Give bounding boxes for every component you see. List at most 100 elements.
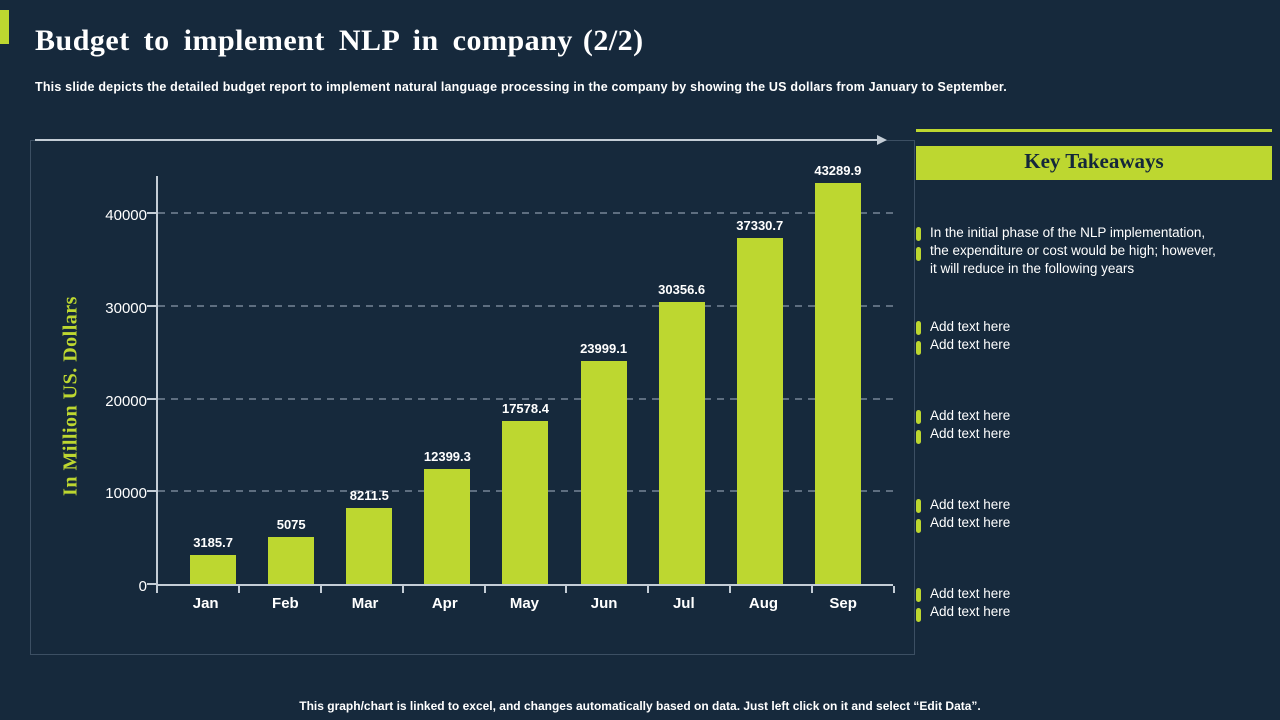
bullet-bar-icon	[916, 321, 921, 335]
x-axis-labels: Jan Feb Mar Apr May Jun Jul Aug Sep	[156, 595, 893, 612]
bar	[580, 361, 627, 584]
bullet-bar-icon	[916, 519, 921, 533]
bar-value-label: 17578.4	[501, 401, 549, 416]
takeaway-placeholder-item: Add text here Add text here	[916, 318, 1272, 355]
bullet-marker-icon	[916, 224, 921, 261]
takeaways-top-line	[916, 129, 1272, 132]
y-tick-mark	[147, 583, 156, 585]
add-text-placeholder[interactable]: Add text here Add text here	[930, 319, 1011, 352]
bullet-bar-icon	[916, 247, 921, 261]
x-axis-label: Jun	[590, 595, 618, 612]
bar-column: 12399.3	[423, 449, 471, 584]
page-title: Budget to implement NLP in company (2/2)	[35, 24, 644, 58]
y-axis-tick-labels: 0 10000 20000 30000 40000	[79, 176, 147, 595]
bullet-bar-icon	[916, 608, 921, 622]
bar-column: 3185.7	[190, 534, 237, 584]
x-axis-label: Jan	[192, 595, 219, 612]
bullet-bar-icon	[916, 430, 921, 444]
bar-column: 17578.4	[501, 401, 549, 584]
x-axis-label: Aug	[748, 595, 779, 612]
bar-value-label: 37330.7	[736, 217, 784, 233]
y-tick-label: 10000	[105, 485, 147, 503]
page-title-suffix: (2/2)	[582, 24, 644, 57]
bullet-bar-icon	[916, 410, 921, 424]
bar	[502, 421, 549, 584]
bar-value-label: 8211.5	[349, 487, 389, 503]
bar-value-label: 23999.1	[580, 341, 628, 357]
bullet-marker-icon	[916, 318, 921, 355]
gridline	[158, 212, 893, 214]
y-tick-mark	[147, 490, 156, 493]
bar	[424, 469, 471, 584]
x-tick-mark	[483, 586, 486, 593]
bullet-bar-icon	[916, 588, 921, 602]
x-axis-label: Mar	[351, 595, 379, 612]
bullet-marker-icon	[916, 585, 921, 622]
bar-column: 5075	[268, 516, 315, 584]
bar-column: 37330.7	[736, 217, 784, 584]
x-axis-label: Jul	[672, 595, 695, 612]
y-tick-label: 20000	[105, 392, 147, 410]
takeaways-header: Key Takeaways	[916, 146, 1272, 180]
x-tick-mark	[401, 586, 404, 593]
corner-accent-bar	[0, 10, 9, 44]
y-tick-label: 40000	[105, 207, 147, 224]
takeaway-item: In the initial phase of the NLP implemen…	[916, 224, 1272, 278]
gridline	[158, 304, 893, 307]
y-tick-mark	[147, 212, 156, 214]
y-tick-mark	[147, 304, 156, 307]
bar-column: 23999.1	[580, 341, 628, 584]
key-takeaways-panel: Key Takeaways In the initial phase of th…	[916, 129, 1272, 674]
bar	[190, 554, 237, 584]
x-axis-label: Apr	[431, 595, 458, 612]
bar-value-label: 5075	[276, 516, 306, 532]
takeaway-placeholder-item: Add text here Add text here	[916, 585, 1272, 622]
add-text-placeholder[interactable]: Add text here Add text here	[930, 408, 1011, 441]
takeaway-placeholder-item: Add text here Add text here	[916, 407, 1272, 444]
footer-note: This graph/chart is linked to excel, and…	[299, 699, 981, 713]
bullet-marker-icon	[916, 496, 921, 533]
x-axis-label: Feb	[272, 595, 299, 612]
x-tick-mark	[729, 586, 732, 593]
takeaways-list: In the initial phase of the NLP implemen…	[916, 224, 1272, 674]
bullet-bar-icon	[916, 499, 921, 513]
bullet-bar-icon	[916, 227, 921, 241]
x-axis-label: May	[509, 595, 540, 612]
bar-value-label: 43289.9	[814, 162, 862, 178]
y-tick-label: 0	[138, 578, 147, 595]
x-axis-label: Sep	[829, 595, 857, 612]
add-text-placeholder[interactable]: Add text here Add text here	[930, 586, 1011, 619]
bar	[346, 507, 393, 584]
bullet-marker-icon	[916, 407, 921, 444]
gridline	[158, 397, 893, 400]
bar-series: 3185.7 5075 8211.5 12399.3 17578.4 23999.1 303…	[158, 163, 893, 584]
y-tick-mark	[147, 397, 156, 400]
bar	[268, 536, 315, 584]
bar	[814, 182, 861, 584]
x-tick-mark	[811, 586, 813, 593]
x-tick-mark	[156, 586, 158, 593]
axis-arrow-icon	[35, 135, 887, 145]
takeaway-text: In the initial phase of the NLP implemen…	[930, 225, 1216, 276]
page-subtitle: This slide depicts the detailed budget r…	[35, 80, 1007, 94]
y-tick-label: 30000	[105, 299, 147, 317]
bar-column: 8211.5	[346, 487, 393, 584]
bar-value-label: 12399.3	[423, 449, 471, 464]
x-tick-mark	[647, 586, 650, 593]
chart-panel: In Million US. Dollars 0 10000 20000 30000 4…	[30, 135, 915, 655]
takeaway-placeholder-item: Add text here Add text here	[916, 496, 1272, 533]
x-axis-tick-marks	[156, 586, 895, 593]
add-text-placeholder[interactable]: Add text here Add text here	[930, 497, 1011, 530]
x-tick-mark	[565, 586, 568, 593]
bar-column: 43289.9	[814, 162, 862, 584]
page-title-text: Budget to implement NLP in company	[35, 24, 573, 57]
bar	[736, 237, 783, 584]
bar-value-label: 30356.6	[658, 282, 706, 298]
bar-column: 30356.6	[658, 282, 706, 584]
plot-area: 3185.7 5075 8211.5 12399.3 17578.4 23999.1 303…	[147, 163, 893, 586]
bar-value-label: 3185.7	[193, 534, 233, 550]
x-tick-mark	[892, 586, 895, 593]
bullet-bar-icon	[916, 341, 921, 355]
x-tick-mark	[319, 586, 322, 593]
